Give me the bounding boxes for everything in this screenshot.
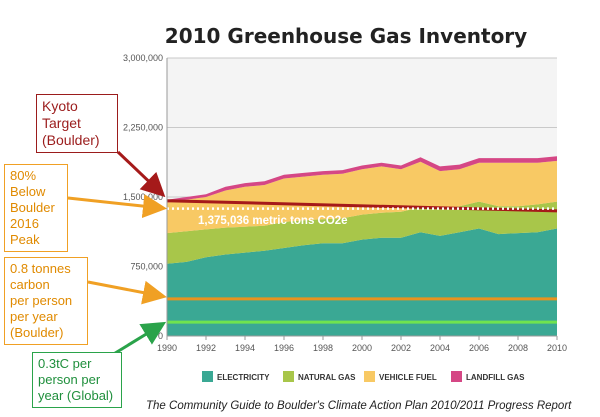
y-axis: 0 750,000 1,500,000 2,250,000 3,000,000: [123, 53, 163, 341]
tonnes-callout-text: 0.8 tonnes carbon per person per year (B…: [10, 261, 73, 340]
legend-label: LANDFILL GAS: [466, 373, 525, 382]
area-natural-gas: [167, 201, 557, 264]
legend: ELECTRICITY NATURAL GAS VEHICLE FUEL LANDFI…: [202, 371, 525, 382]
legend-swatch: [283, 371, 294, 382]
global-callout-text: 0.3tC per person per year (Global): [38, 356, 114, 403]
global-arrow: [111, 321, 167, 357]
y-tick-label: 0: [158, 331, 163, 341]
area-landfill-gas: [167, 156, 557, 203]
legend-swatch: [451, 371, 462, 382]
legend-swatch: [202, 371, 213, 382]
peak-arrow: [67, 194, 167, 219]
metric-tons-label: 1,375,036 metric tons CO2e: [198, 215, 348, 227]
x-tick-label: 2010: [547, 343, 567, 353]
x-tick-label: 1992: [196, 343, 216, 353]
x-tick-label: 1998: [313, 343, 333, 353]
y-tick-label: 3,000,000: [123, 53, 163, 63]
legend-label: VEHICLE FUEL: [379, 373, 437, 382]
x-tick-label: 2006: [469, 343, 489, 353]
kyoto-callout-text: Kyoto Target (Boulder): [42, 98, 100, 148]
kyoto-arrow: [116, 150, 166, 198]
y-tick-label: 2,250,000: [123, 123, 163, 133]
legend-label: ELECTRICITY: [217, 373, 270, 382]
area-electricity: [167, 228, 557, 336]
x-tick-label: 1996: [274, 343, 294, 353]
y-tick-label: 1,500,000: [123, 192, 163, 202]
area-series: [167, 156, 557, 336]
kyoto-callout: Kyoto Target (Boulder): [36, 94, 118, 153]
global-callout: 0.3tC per person per year (Global): [32, 352, 122, 408]
caption: The Community Guide to Boulder's Climate…: [146, 400, 572, 412]
y-tick-label: 750,000: [130, 262, 163, 272]
x-tick-label: 2004: [430, 343, 450, 353]
area-vehicle-fuel: [167, 160, 557, 234]
x-tick-label: 2002: [391, 343, 411, 353]
legend-label: NATURAL GAS: [298, 373, 356, 382]
x-axis: 1990 1992 1994 1996 1998 2000 2002 2004 2006 2008…: [157, 335, 567, 353]
x-tick-label: 1994: [235, 343, 255, 353]
x-tick-label: 1990: [157, 343, 177, 353]
peak-callout: 80% Below Boulder 2016 Peak: [4, 164, 68, 252]
x-tick-label: 2000: [352, 343, 372, 353]
chart-title: 2010 Greenhouse Gas Inventory: [165, 24, 527, 48]
x-tick-label: 2008: [508, 343, 528, 353]
peak-callout-text: 80% Below Boulder 2016 Peak: [10, 168, 55, 247]
legend-swatch: [364, 371, 375, 382]
tonnes-arrow: [87, 280, 167, 305]
reference-lines: [166, 199, 558, 324]
tonnes-callout: 0.8 tonnes carbon per person per year (B…: [4, 257, 88, 345]
